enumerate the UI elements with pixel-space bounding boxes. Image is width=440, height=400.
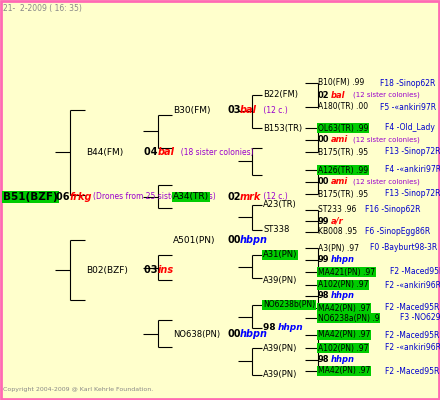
Text: B22(FM): B22(FM) [263,90,298,100]
Text: ST233 .96: ST233 .96 [318,206,356,214]
Text: hbpn: hbpn [240,329,268,339]
Text: A102(PN) .97: A102(PN) .97 [318,280,368,290]
Text: 99: 99 [318,256,330,264]
Text: 21-  2-2009 ( 16: 35): 21- 2-2009 ( 16: 35) [3,4,82,14]
Text: F5 -«ankiri97R: F5 -«ankiri97R [380,102,436,112]
Text: 03: 03 [228,105,242,115]
Text: F2 -«ankiri96R: F2 -«ankiri96R [385,280,440,290]
Text: hhpn: hhpn [278,324,304,332]
Text: MA42(PN) .97: MA42(PN) .97 [318,366,370,376]
Text: frkg: frkg [70,192,92,202]
Text: (12 sister colonies): (12 sister colonies) [353,137,420,143]
Text: F6 -SinopEgg86R: F6 -SinopEgg86R [365,228,430,236]
Text: F3 -NO6294R: F3 -NO6294R [400,314,440,322]
Text: B44(FM): B44(FM) [86,148,123,156]
Text: ins: ins [158,265,174,275]
Text: NO638(PN): NO638(PN) [173,330,220,338]
Text: 98: 98 [318,292,330,300]
Text: bal: bal [331,90,345,100]
Text: Copyright 2004-2009 @ Karl Kehrle Foundation.: Copyright 2004-2009 @ Karl Kehrle Founda… [3,388,153,392]
Text: (12 sister colonies): (12 sister colonies) [353,179,420,185]
Text: A102(PN) .97: A102(PN) .97 [318,344,368,352]
Text: F18 -Sinop62R: F18 -Sinop62R [380,78,435,88]
Text: B153(TR): B153(TR) [263,124,302,132]
Text: ami: ami [331,136,348,144]
Text: A126(TR) .99: A126(TR) .99 [318,166,368,174]
Text: 03: 03 [144,265,161,275]
Text: F16 -Sinop62R: F16 -Sinop62R [365,206,421,214]
Text: MA421(PN) .97: MA421(PN) .97 [318,268,375,276]
Text: B10(FM) .99: B10(FM) .99 [318,78,364,88]
Text: A23(TR): A23(TR) [263,200,297,210]
Text: A39(PN): A39(PN) [263,276,297,284]
Text: A39(PN): A39(PN) [263,344,297,352]
Text: A180(TR) .00: A180(TR) .00 [318,102,368,112]
Text: A34(TR): A34(TR) [173,192,209,202]
Text: B51(BZF): B51(BZF) [3,192,58,202]
Text: 06: 06 [56,192,73,202]
Text: ami: ami [331,178,348,186]
Text: F2 -Maced95R: F2 -Maced95R [390,268,440,276]
Text: 00: 00 [228,329,242,339]
Text: 98: 98 [263,324,279,332]
Text: B02(BZF): B02(BZF) [86,266,128,274]
Text: OL63(TR) .99: OL63(TR) .99 [318,124,368,132]
Text: B175(TR) .95: B175(TR) .95 [318,148,368,156]
Text: F4 -«ankiri97R: F4 -«ankiri97R [385,166,440,174]
Text: hhpn: hhpn [331,292,355,300]
Text: KB008 .95: KB008 .95 [318,228,357,236]
Text: (Drones from 25 sister colonies): (Drones from 25 sister colonies) [93,192,216,202]
Text: F2 -«ankiri96R: F2 -«ankiri96R [385,344,440,352]
Text: A39(PN): A39(PN) [263,370,297,380]
Text: MA42(PN) .97: MA42(PN) .97 [318,304,370,312]
Text: (12 c.): (12 c.) [261,192,288,202]
Text: F2 -Maced95R: F2 -Maced95R [385,330,440,340]
Text: MA42(PN) .97: MA42(PN) .97 [318,330,370,340]
Text: A31(PN): A31(PN) [263,250,297,260]
Text: (12 sister colonies): (12 sister colonies) [353,92,420,98]
Text: 02: 02 [318,90,330,100]
Text: ST338: ST338 [263,226,290,234]
Text: NO6238b(PN): NO6238b(PN) [263,300,315,310]
Text: 02: 02 [228,192,242,202]
Text: bal: bal [240,105,257,115]
Text: F13 -Sinop72R: F13 -Sinop72R [385,190,440,198]
Text: F13 -Sinop72R: F13 -Sinop72R [385,148,440,156]
Text: A501(PN): A501(PN) [173,236,216,244]
Text: B175(TR) .95: B175(TR) .95 [318,190,368,198]
Text: F2 -Maced95R: F2 -Maced95R [385,366,440,376]
Text: (18 sister colonies): (18 sister colonies) [176,148,253,156]
Text: hhpn: hhpn [331,256,355,264]
Text: B30(FM): B30(FM) [173,106,210,114]
Text: NO6238a(PN) .9: NO6238a(PN) .9 [318,314,380,322]
Text: hhpn: hhpn [331,356,355,364]
Text: (12 c.): (12 c.) [261,106,288,114]
Text: F0 -Bayburt98-3R: F0 -Bayburt98-3R [370,244,437,252]
Text: 99: 99 [318,216,330,226]
Text: a/r: a/r [331,216,344,226]
Text: F4 -Old_Lady: F4 -Old_Lady [385,124,435,132]
Text: 04: 04 [144,147,161,157]
Text: 00: 00 [318,136,330,144]
Text: mrk: mrk [240,192,261,202]
Text: 00: 00 [228,235,242,245]
Text: F2 -Maced95R: F2 -Maced95R [385,304,440,312]
Text: 00: 00 [318,178,330,186]
Text: 98: 98 [318,356,330,364]
Text: bal: bal [158,147,175,157]
Text: A3(PN) .97: A3(PN) .97 [318,244,359,252]
Text: hbpn: hbpn [240,235,268,245]
